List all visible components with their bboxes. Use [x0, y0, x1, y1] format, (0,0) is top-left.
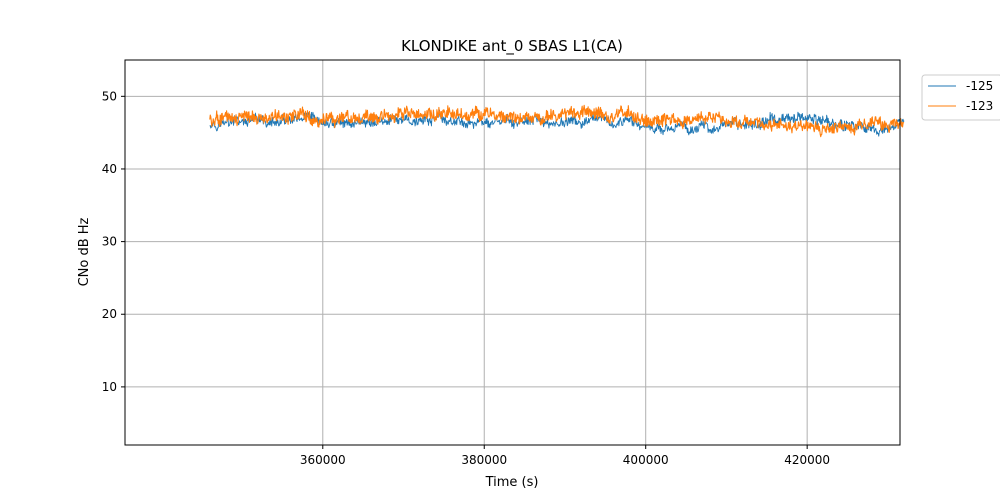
series-line — [209, 104, 905, 138]
y-tick-label: 20 — [102, 307, 117, 321]
plot-area — [209, 104, 905, 138]
y-tick-label: 10 — [102, 380, 117, 394]
plot-frame — [124, 59, 901, 446]
x-tick-label: 400000 — [623, 453, 669, 467]
y-axis-label: CNo dB Hz — [77, 217, 92, 286]
axis-ticks: 360000 380000 400000 420000 10 20 30 40 50 — [102, 89, 830, 467]
legend-label: -125 — [966, 79, 993, 93]
x-axis-label: Time (s) — [485, 475, 539, 490]
legend-label: -123 — [966, 99, 993, 113]
legend: -125 -123 — [921, 74, 1000, 121]
x-tick-label: 360000 — [300, 453, 346, 467]
y-tick-label: 40 — [102, 162, 117, 176]
y-tick-label: 50 — [102, 89, 117, 103]
series-line — [209, 109, 905, 137]
x-tick-label: 420000 — [784, 453, 830, 467]
y-tick-label: 30 — [102, 235, 117, 249]
x-tick-label: 380000 — [461, 453, 507, 467]
chart-title: KLONDIKE ant_0 SBAS L1(CA) — [401, 37, 623, 56]
